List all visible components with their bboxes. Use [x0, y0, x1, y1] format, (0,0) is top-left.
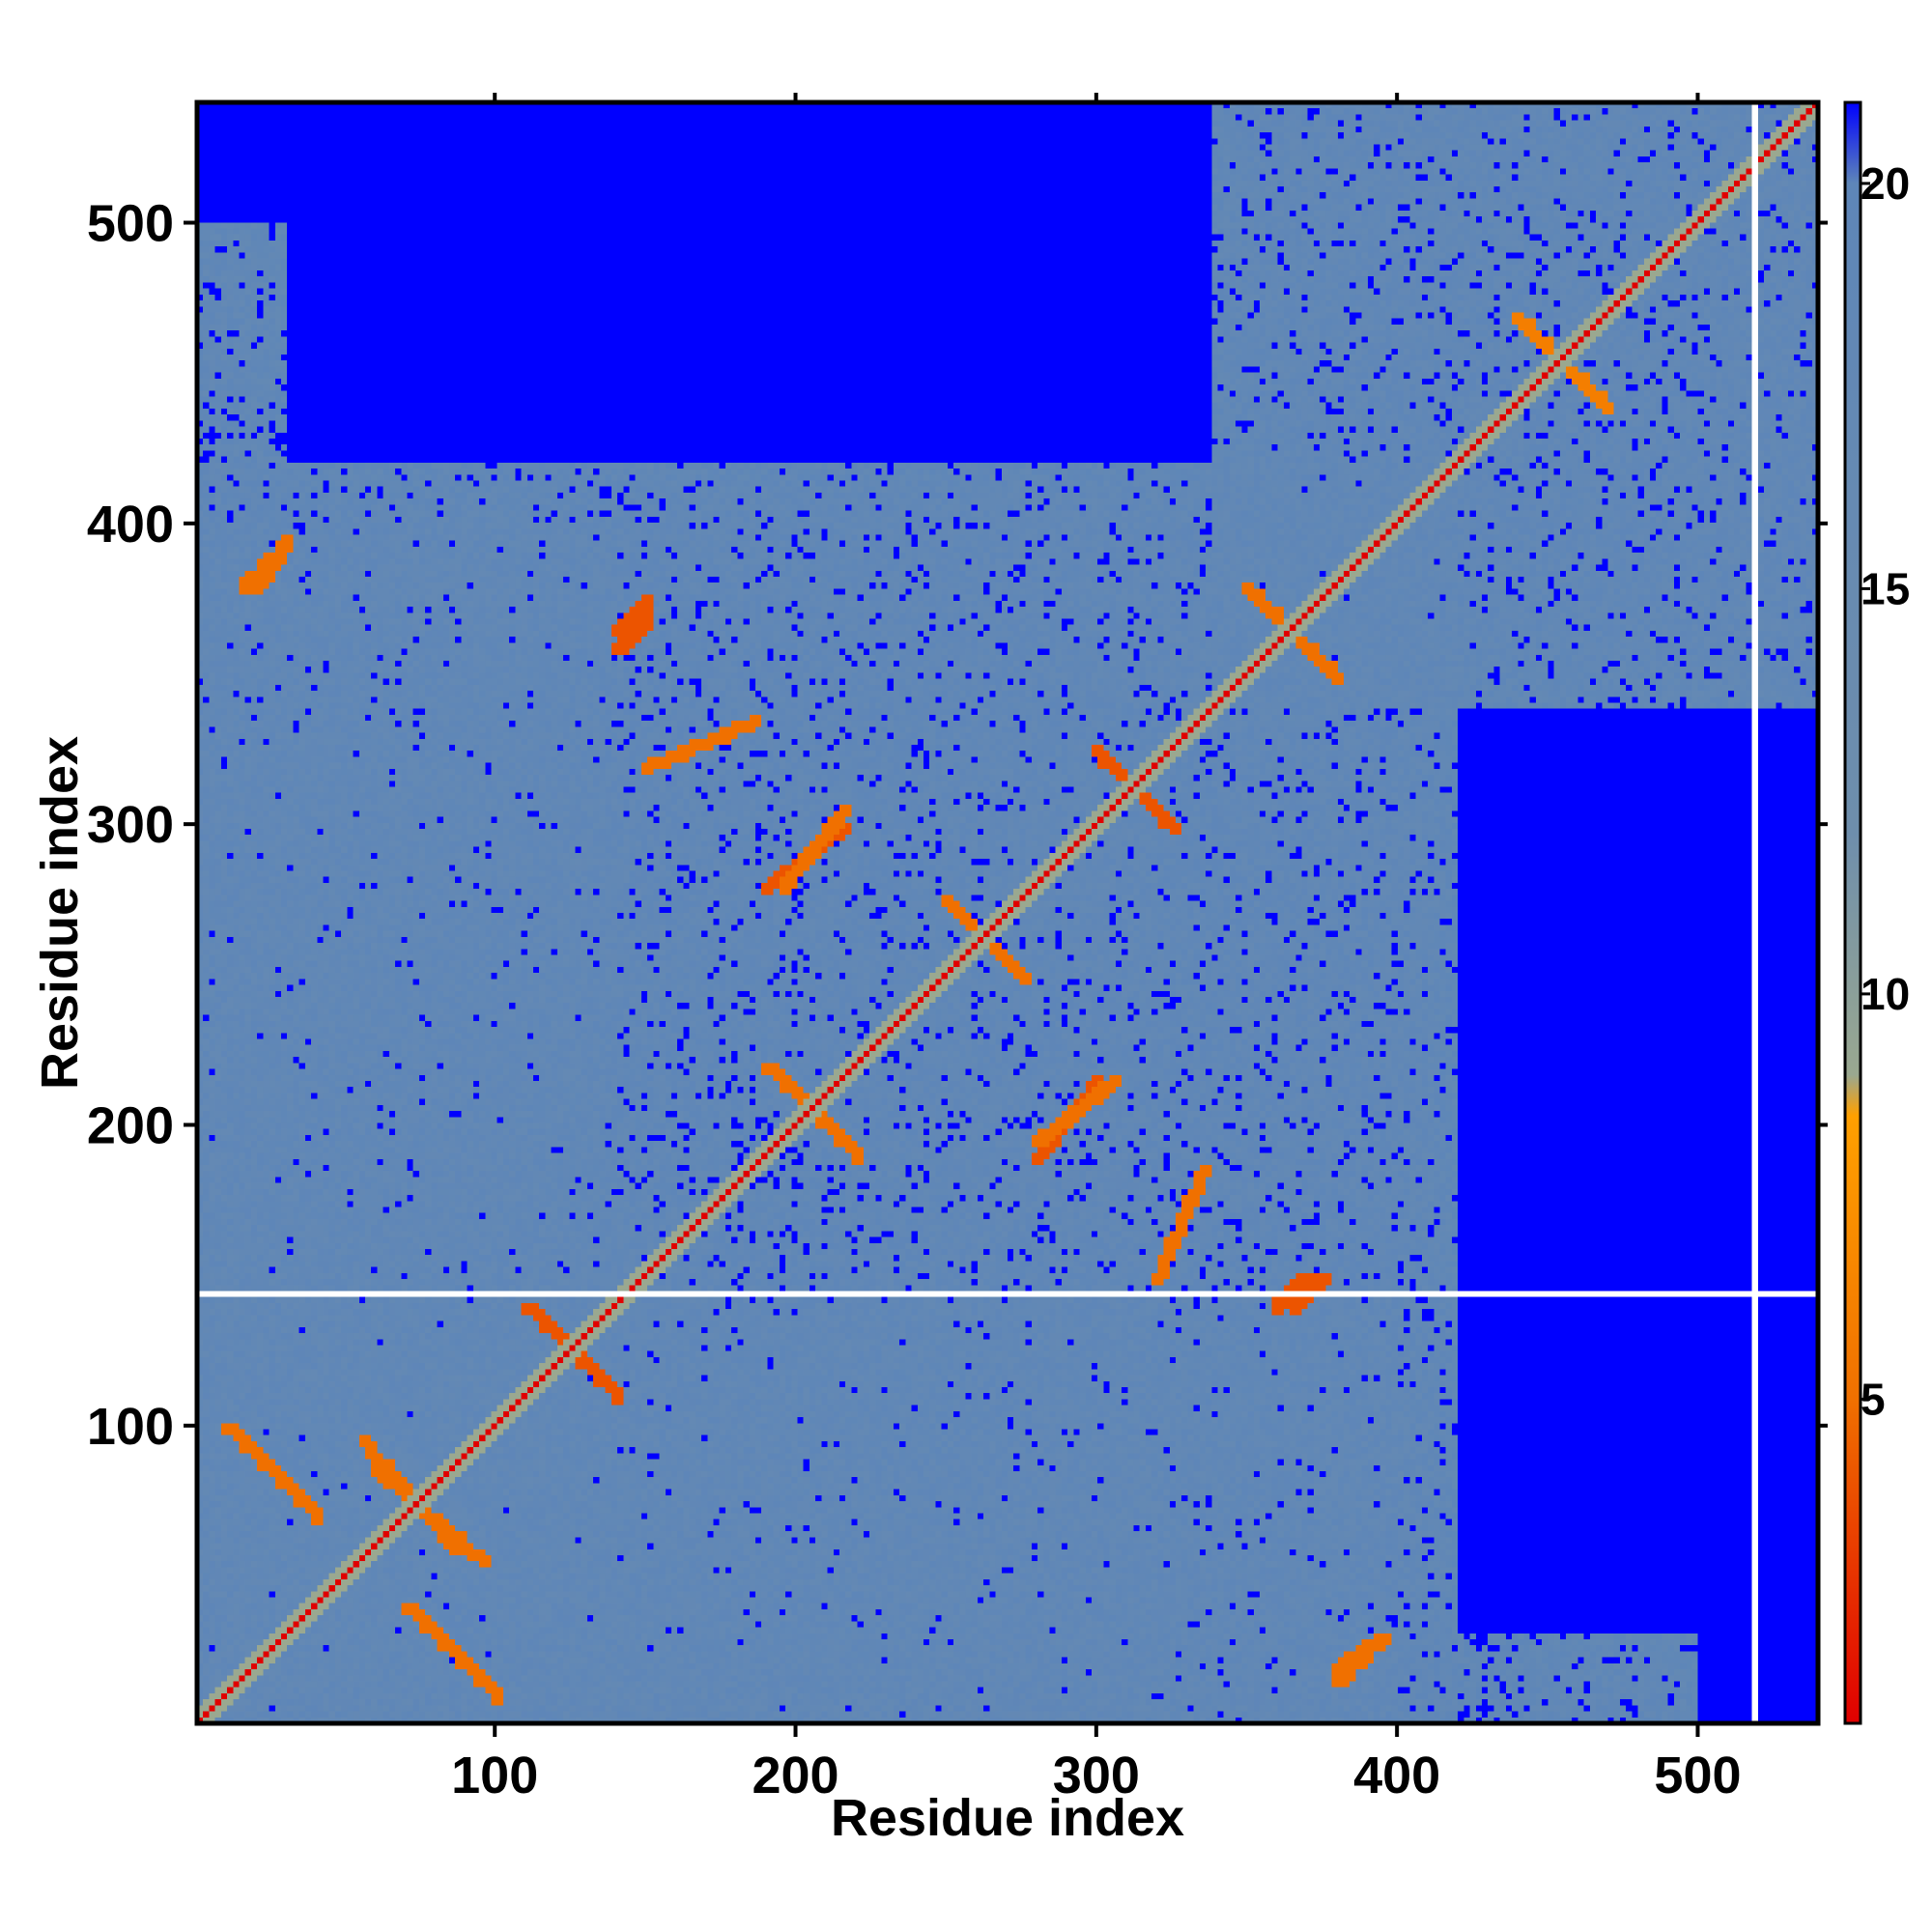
- heatmap-image: [197, 102, 1818, 1723]
- x-tick-label: 500: [1654, 1747, 1741, 1804]
- y-tick-label: 100: [87, 1398, 174, 1456]
- plot-frame: [194, 99, 1821, 1726]
- x-tick-label: 100: [451, 1747, 538, 1804]
- x-axis-ticks: 100 200 300 400 500: [451, 93, 1742, 1804]
- x-tick-label: 400: [1353, 1747, 1440, 1804]
- colorbar-tick-label: 10: [1861, 969, 1910, 1019]
- x-tick-label: 300: [1053, 1747, 1140, 1804]
- heatmap-cells: [197, 102, 1818, 1723]
- x-axis-label: Residue index: [831, 1789, 1184, 1847]
- y-tick-label: 300: [87, 796, 174, 854]
- colorbar-tick-label: 5: [1861, 1374, 1886, 1424]
- y-tick-label: 500: [87, 195, 174, 253]
- colorbar-tick-label: 15: [1861, 563, 1910, 613]
- y-tick-label: 400: [87, 496, 174, 554]
- y-tick-label: 200: [87, 1096, 174, 1154]
- colorbar-tick-label: 20: [1861, 158, 1910, 209]
- colorbar-ticks: 5 10 15 20: [1861, 158, 1910, 1424]
- y-axis-ticks: 100 200 300 400 500: [87, 195, 1828, 1456]
- y-axis-label: Residue index: [31, 736, 89, 1090]
- colorbar: [1843, 100, 1862, 1725]
- x-tick-label: 200: [752, 1747, 838, 1804]
